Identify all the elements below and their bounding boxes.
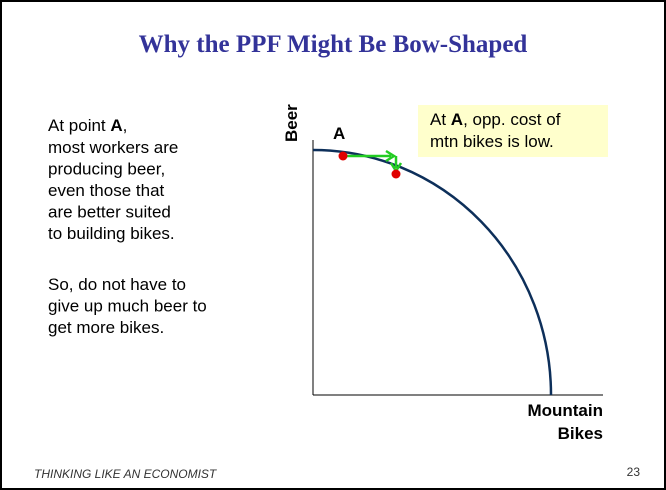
point-a	[338, 151, 348, 161]
point	[391, 169, 401, 179]
arrow	[343, 149, 403, 174]
paragraph: So, do not have to give up much beer to ge…	[48, 275, 207, 337]
point-label: A	[333, 124, 345, 143]
text: At point	[48, 116, 110, 135]
slide-title: Why the PPF Might Be Bow-Shaped	[139, 31, 528, 58]
body-line: producing beer,	[48, 160, 165, 179]
body-line: to building bikes.	[48, 224, 175, 243]
body-line: So, do not have to	[48, 275, 186, 294]
page-number: 23	[627, 465, 641, 479]
body-line: even those that	[48, 181, 165, 200]
callout-box	[418, 105, 608, 157]
paragraph: most workers are producing beer, even thos…	[48, 138, 178, 243]
bold-text: A	[451, 110, 463, 129]
x-axis-label: Bikes	[558, 424, 603, 443]
y-axis-label: Beer	[282, 104, 301, 142]
callout-line: mtn bikes is low.	[430, 132, 554, 151]
body-line: give up much beer to	[48, 297, 207, 316]
body-line: are better suited	[48, 203, 171, 222]
text: At	[430, 110, 451, 129]
x-axis-label: Mountain	[527, 401, 603, 420]
body-line: At point A,	[48, 116, 127, 135]
callout-line: At A, opp. cost of	[430, 110, 561, 129]
text: , opp. cost of	[463, 110, 561, 129]
text: ,	[123, 116, 128, 135]
body-line: most workers are	[48, 138, 178, 157]
body-line: get more bikes.	[48, 318, 164, 337]
footer-text: THINKING LIKE AN ECONOMIST	[34, 467, 218, 481]
bold-text: A	[110, 116, 122, 135]
